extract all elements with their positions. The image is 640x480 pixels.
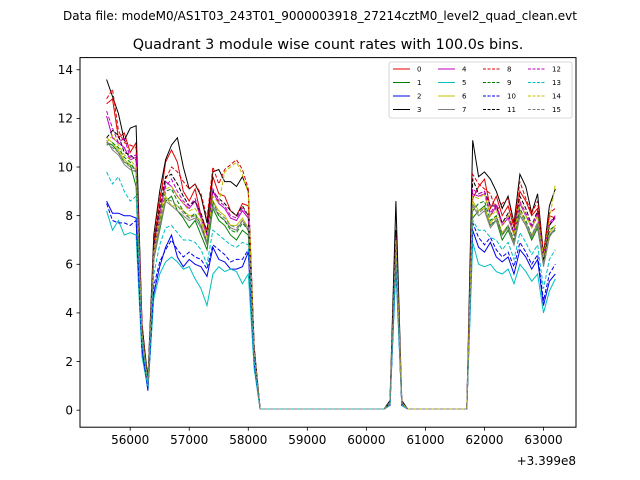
legend-label-1: 1: [417, 79, 421, 87]
y-tick-label: 6: [65, 258, 73, 272]
plot-lines: [106, 79, 556, 410]
x-tick-label: 59000: [288, 433, 326, 447]
x-offset-label: +3.399e8: [517, 454, 576, 468]
legend-label-12: 12: [552, 66, 561, 74]
legend-label-10: 10: [507, 93, 516, 101]
legend-label-8: 8: [507, 66, 511, 74]
x-tick-label: 61000: [406, 433, 444, 447]
legend-label-3: 3: [417, 106, 421, 114]
series-line-14: [106, 134, 556, 410]
series-line-5: [106, 210, 556, 410]
legend-label-13: 13: [552, 79, 561, 87]
legend-label-15: 15: [552, 106, 561, 114]
y-tick-label: 8: [65, 209, 73, 223]
y-tick-label: 12: [58, 112, 73, 126]
y-tick-label: 4: [65, 306, 73, 320]
y-tick-label: 10: [58, 160, 73, 174]
legend-label-0: 0: [417, 66, 421, 74]
series-line-13: [106, 171, 556, 410]
y-tick-label: 0: [65, 403, 73, 417]
y-tick-label: 2: [65, 355, 73, 369]
data-file-label: Data file: modeM0/AS1T03_243T01_90000039…: [63, 9, 577, 23]
x-tick-label: 63000: [524, 433, 562, 447]
series-line-2: [106, 200, 556, 410]
y-tick-label: 14: [58, 63, 73, 77]
x-tick-label: 60000: [347, 433, 385, 447]
legend-label-7: 7: [462, 106, 466, 114]
x-tick-label: 62000: [465, 433, 503, 447]
legend-label-9: 9: [507, 79, 511, 87]
legend-label-4: 4: [462, 66, 467, 74]
x-tick-label: 56000: [111, 433, 149, 447]
x-tick-label: 57000: [170, 433, 208, 447]
legend-label-14: 14: [552, 93, 561, 101]
y-axis: 0 2 4 6 8 10 12 14: [58, 63, 80, 417]
x-axis: 56000 57000 58000 59000 60000 61000 62000 63000: [111, 427, 563, 447]
x-tick-label: 58000: [229, 433, 267, 447]
legend-label-2: 2: [417, 93, 421, 101]
series-line-10: [106, 203, 556, 410]
legend-label-6: 6: [462, 93, 467, 101]
chart-title: Quadrant 3 module wise count rates with …: [133, 37, 524, 53]
legend-label-5: 5: [462, 79, 466, 87]
legend-label-11: 11: [507, 106, 516, 114]
series-line-15: [106, 142, 556, 410]
legend-frame: [388, 61, 573, 119]
axes-frame: [79, 57, 577, 428]
